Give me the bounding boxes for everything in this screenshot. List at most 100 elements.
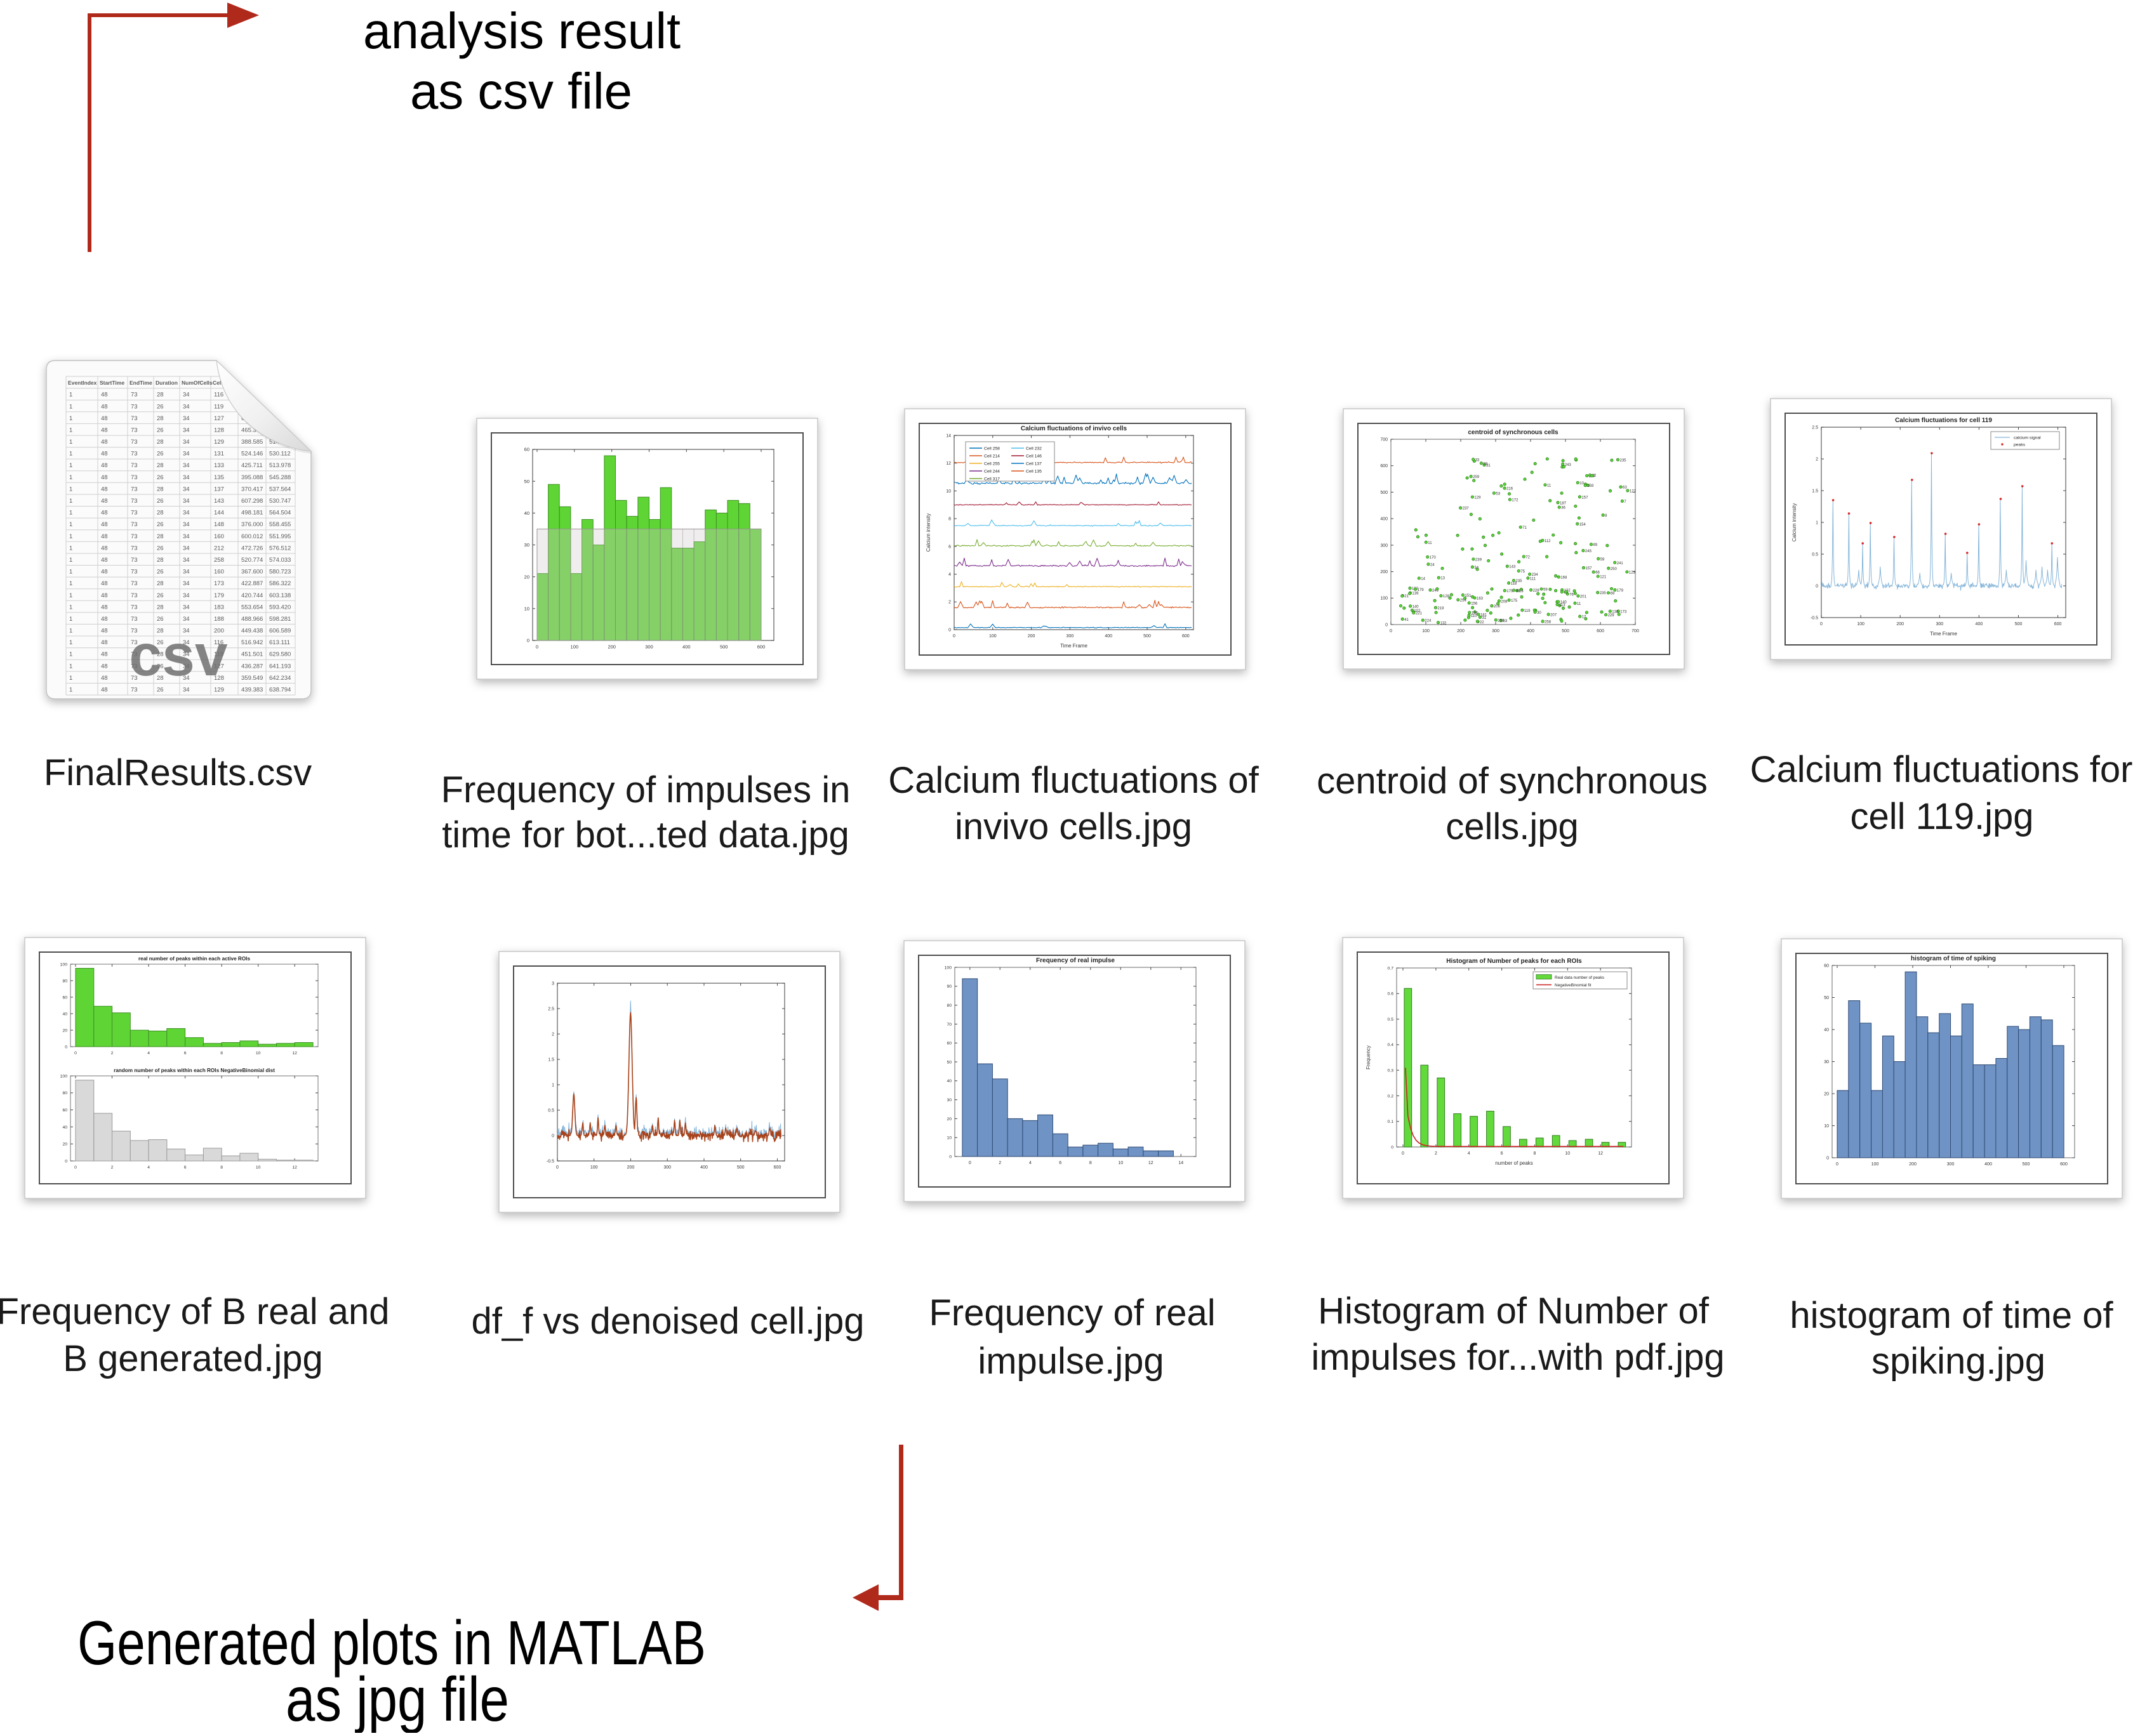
svg-text:2: 2 bbox=[552, 1033, 554, 1037]
svg-text:600: 600 bbox=[2054, 622, 2062, 626]
svg-text:0.4: 0.4 bbox=[1388, 1043, 1394, 1047]
svg-text:8: 8 bbox=[1533, 1151, 1536, 1156]
svg-text:580.723: 580.723 bbox=[269, 569, 291, 576]
svg-text:642.234: 642.234 bbox=[269, 675, 291, 682]
svg-text:34: 34 bbox=[183, 592, 190, 599]
svg-text:75: 75 bbox=[1520, 570, 1525, 574]
svg-text:26: 26 bbox=[157, 592, 164, 599]
svg-text:peaks: peaks bbox=[2014, 443, 2026, 447]
svg-text:histogram of time of: histogram of time of bbox=[1790, 1295, 2113, 1336]
svg-text:13: 13 bbox=[1519, 590, 1524, 593]
svg-text:132: 132 bbox=[1440, 621, 1447, 625]
svg-text:181: 181 bbox=[1480, 614, 1487, 618]
svg-text:113: 113 bbox=[1559, 604, 1565, 607]
svg-text:Calcium fluctuations of invivo: Calcium fluctuations of invivo cells bbox=[1021, 425, 1127, 432]
svg-text:14: 14 bbox=[1178, 1161, 1183, 1165]
svg-text:48: 48 bbox=[101, 427, 108, 434]
svg-text:2.5: 2.5 bbox=[1812, 426, 1818, 430]
svg-text:1: 1 bbox=[552, 1083, 554, 1088]
svg-text:4: 4 bbox=[948, 573, 951, 577]
svg-text:20: 20 bbox=[1824, 1092, 1829, 1097]
svg-text:48: 48 bbox=[101, 604, 108, 611]
svg-text:1: 1 bbox=[69, 687, 72, 694]
svg-text:100: 100 bbox=[989, 634, 997, 639]
svg-text:34: 34 bbox=[183, 462, 190, 469]
svg-text:137: 137 bbox=[214, 486, 224, 493]
svg-text:13: 13 bbox=[1440, 577, 1445, 581]
svg-text:48: 48 bbox=[101, 616, 108, 623]
svg-text:26: 26 bbox=[157, 639, 164, 646]
svg-text:143: 143 bbox=[1509, 566, 1516, 569]
svg-text:488.966: 488.966 bbox=[241, 616, 263, 623]
svg-text:0: 0 bbox=[948, 628, 951, 633]
svg-text:140: 140 bbox=[1560, 601, 1567, 605]
svg-text:3: 3 bbox=[552, 982, 554, 986]
svg-text:Calcium intensity: Calcium intensity bbox=[926, 514, 931, 552]
svg-text:41: 41 bbox=[1404, 618, 1409, 622]
svg-text:135: 135 bbox=[214, 474, 224, 481]
svg-text:40: 40 bbox=[1824, 1028, 1829, 1033]
svg-text:234: 234 bbox=[1532, 573, 1539, 577]
svg-text:centroid of synchronous cells: centroid of synchronous cells bbox=[1468, 429, 1558, 436]
svg-text:172: 172 bbox=[1512, 499, 1519, 503]
svg-text:30: 30 bbox=[947, 1098, 952, 1103]
svg-text:500: 500 bbox=[2023, 1162, 2030, 1167]
svg-text:100: 100 bbox=[571, 644, 579, 650]
svg-text:34: 34 bbox=[183, 415, 190, 422]
svg-text:66: 66 bbox=[1595, 571, 1600, 575]
svg-text:76: 76 bbox=[1569, 593, 1574, 597]
svg-text:422.887: 422.887 bbox=[241, 580, 263, 587]
svg-text:26: 26 bbox=[157, 545, 164, 552]
svg-text:69: 69 bbox=[1611, 592, 1615, 596]
svg-text:235: 235 bbox=[1620, 459, 1627, 463]
svg-text:Histogram of Number of: Histogram of Number of bbox=[1318, 1290, 1710, 1332]
svg-text:139: 139 bbox=[1412, 592, 1419, 596]
svg-text:34: 34 bbox=[183, 663, 190, 670]
svg-text:26: 26 bbox=[157, 687, 164, 694]
svg-text:48: 48 bbox=[101, 510, 108, 517]
svg-text:119: 119 bbox=[1524, 609, 1531, 613]
svg-text:0: 0 bbox=[1385, 623, 1388, 628]
svg-text:500: 500 bbox=[1143, 634, 1151, 639]
svg-text:200: 200 bbox=[1896, 622, 1904, 626]
svg-text:613.111: 613.111 bbox=[269, 639, 290, 646]
svg-text:451.501: 451.501 bbox=[241, 651, 263, 658]
svg-text:Cell 258: Cell 258 bbox=[984, 447, 1000, 451]
svg-text:200: 200 bbox=[1028, 634, 1035, 639]
svg-text:Cell 244: Cell 244 bbox=[984, 470, 1000, 474]
svg-text:241: 241 bbox=[1617, 562, 1624, 566]
svg-text:53: 53 bbox=[1496, 492, 1500, 496]
svg-text:26: 26 bbox=[157, 403, 164, 410]
svg-text:60: 60 bbox=[1824, 964, 1829, 969]
svg-text:73: 73 bbox=[131, 628, 138, 635]
svg-text:-0.5: -0.5 bbox=[547, 1160, 554, 1164]
svg-text:34: 34 bbox=[183, 427, 190, 434]
svg-text:73: 73 bbox=[131, 616, 138, 623]
svg-text:12: 12 bbox=[1148, 1161, 1153, 1165]
svg-text:10: 10 bbox=[947, 1136, 952, 1141]
svg-text:4: 4 bbox=[1029, 1161, 1032, 1165]
svg-text:28: 28 bbox=[157, 651, 164, 658]
svg-text:110: 110 bbox=[1471, 614, 1477, 618]
svg-text:8: 8 bbox=[220, 1165, 223, 1170]
svg-text:179: 179 bbox=[214, 592, 224, 599]
svg-text:586.322: 586.322 bbox=[269, 580, 291, 587]
svg-text:206: 206 bbox=[1494, 605, 1501, 609]
svg-text:2.5: 2.5 bbox=[548, 1007, 554, 1012]
svg-text:Cell 317: Cell 317 bbox=[984, 477, 1000, 482]
svg-text:1: 1 bbox=[69, 533, 72, 540]
svg-text:34: 34 bbox=[183, 545, 190, 552]
svg-text:48: 48 bbox=[101, 628, 108, 635]
svg-text:Frequency of impulses in: Frequency of impulses in bbox=[441, 769, 851, 811]
svg-text:Cell 137: Cell 137 bbox=[1026, 462, 1042, 467]
svg-text:129: 129 bbox=[1474, 496, 1481, 500]
svg-text:537.564: 537.564 bbox=[269, 486, 291, 493]
svg-text:0: 0 bbox=[949, 1155, 952, 1159]
svg-text:89: 89 bbox=[1593, 543, 1598, 547]
svg-text:6: 6 bbox=[184, 1165, 187, 1170]
svg-text:200: 200 bbox=[214, 628, 224, 635]
svg-text:10: 10 bbox=[256, 1165, 261, 1170]
svg-text:Calcium fluctuations for cell: Calcium fluctuations for cell 119 bbox=[1895, 417, 1992, 424]
svg-text:Real data number of peaks: Real data number of peaks bbox=[1555, 976, 1605, 980]
svg-text:0: 0 bbox=[536, 644, 538, 650]
